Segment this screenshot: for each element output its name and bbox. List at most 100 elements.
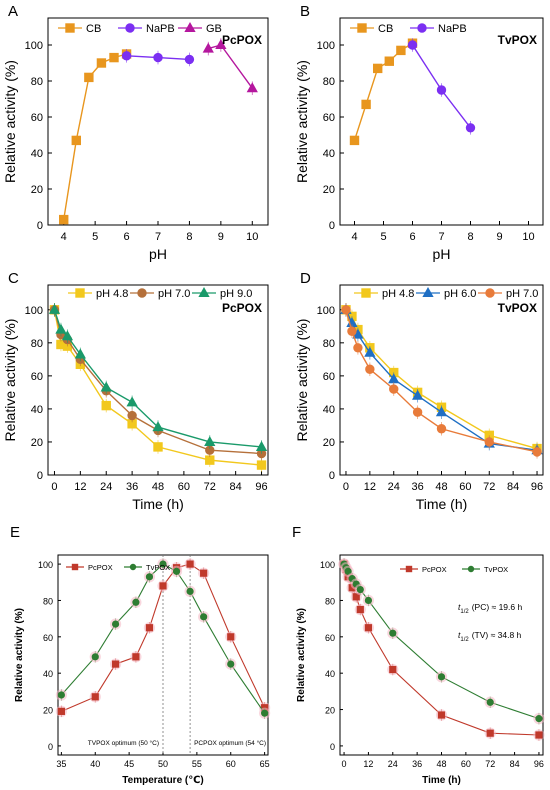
series-line xyxy=(208,44,253,89)
legend-marker xyxy=(198,287,210,298)
x-tick-label: 12 xyxy=(363,759,373,769)
y-tick-label: 100 xyxy=(38,560,53,570)
legend-marker xyxy=(137,288,147,298)
series-cb xyxy=(59,49,132,225)
y-tick-label: 0 xyxy=(330,742,335,752)
legend-label: TvPOX xyxy=(484,565,508,574)
y-tick-label: 80 xyxy=(31,338,43,350)
data-point xyxy=(57,691,65,699)
y-tick-label: 80 xyxy=(325,596,335,606)
x-axis-label: Time (h) xyxy=(132,496,184,512)
y-tick-label: 100 xyxy=(25,40,43,52)
x-tick-label: 4 xyxy=(61,231,67,243)
x-tick-label: 24 xyxy=(388,759,398,769)
data-point xyxy=(91,653,99,661)
x-tick-label: 72 xyxy=(483,481,495,493)
y-axis-label: Relative activity (%) xyxy=(294,60,310,183)
legend-marker xyxy=(405,565,413,573)
panel-annotation: TvPOX xyxy=(498,33,537,47)
x-axis-label: pH xyxy=(149,246,167,262)
x-tick-label: 45 xyxy=(124,759,134,769)
y-tick-label: 20 xyxy=(323,184,335,196)
legend-marker xyxy=(125,23,135,33)
data-point xyxy=(372,63,383,74)
y-tick-label: 80 xyxy=(323,76,335,88)
series-ph-4-8 xyxy=(49,302,267,472)
data-point xyxy=(109,52,119,63)
y-tick-label: 100 xyxy=(25,305,43,317)
series-pcpox xyxy=(55,558,271,718)
y-tick-label: 20 xyxy=(43,706,53,716)
data-point xyxy=(465,123,476,133)
x-tick-label: 48 xyxy=(152,481,164,493)
legend-marker xyxy=(71,563,79,571)
data-point xyxy=(215,39,227,50)
data-point xyxy=(384,56,395,66)
data-point xyxy=(389,665,397,674)
legend-label: TvPOX xyxy=(146,563,170,572)
t-symbol: t xyxy=(458,602,461,612)
x-tick-label: 0 xyxy=(51,481,57,493)
y-tick-label: 0 xyxy=(37,220,43,232)
data-point xyxy=(389,629,397,637)
data-point xyxy=(101,400,111,411)
legend: pH 4.8 pH 7.0 pH 9.0 xyxy=(68,287,252,300)
y-tick-label: 60 xyxy=(43,633,53,643)
series-line xyxy=(343,563,540,720)
optimum-annotation: TVPOX optimum (50 °C) xyxy=(88,739,159,747)
panel-annotation: TvPOX xyxy=(498,301,537,315)
y-tick-label: 80 xyxy=(43,596,53,606)
series-gb xyxy=(202,38,258,95)
data-point xyxy=(486,698,494,706)
data-point xyxy=(121,51,132,61)
x-tick-label: 84 xyxy=(230,481,242,493)
legend-label: pH 4.8 xyxy=(382,288,414,300)
data-point xyxy=(396,45,406,56)
x-tick-label: 48 xyxy=(435,481,447,493)
x-tick-label: 72 xyxy=(485,759,495,769)
y-tick-label: 20 xyxy=(31,184,43,196)
data-point xyxy=(204,435,216,447)
series-tvpox xyxy=(338,558,545,725)
panel-f: F 0 12 24 36 48 60 72 84 96 0 20 40 60 80 100 Time (h) Re… xyxy=(292,524,545,786)
y-axis-label: Relative activity (%) xyxy=(14,608,25,702)
data-point xyxy=(352,593,360,601)
y-tick-label: 20 xyxy=(325,706,335,716)
t-symbol: t xyxy=(458,630,461,640)
y-tick-label: 100 xyxy=(317,40,335,52)
data-point xyxy=(486,729,494,737)
plot-frame xyxy=(47,17,269,226)
half-life-value: (PC) ≈ 19.6 h xyxy=(472,602,523,612)
x-tick-label: 60 xyxy=(178,481,190,493)
panel-annotation: PcPOX xyxy=(222,33,262,47)
data-point xyxy=(159,582,167,590)
x-tick-label: 72 xyxy=(204,481,216,493)
subscript: 1/2 xyxy=(460,609,469,615)
y-tick-label: 60 xyxy=(31,112,43,124)
legend-marker xyxy=(467,565,475,573)
data-point xyxy=(184,54,195,65)
data-point xyxy=(411,389,424,400)
x-tick-label: 10 xyxy=(246,231,258,243)
x-tick-label: 8 xyxy=(467,231,473,243)
panel-annotation: PcPOX xyxy=(222,301,262,315)
y-tick-label: 0 xyxy=(329,220,335,232)
data-point xyxy=(91,693,99,701)
data-point xyxy=(344,567,352,575)
x-tick-label: 48 xyxy=(436,759,446,769)
data-point xyxy=(48,303,61,314)
legend-label: NaPB xyxy=(438,23,467,35)
legend-label: CB xyxy=(86,23,101,35)
y-tick-label: 80 xyxy=(323,338,335,350)
series-ph-7-0 xyxy=(341,302,542,459)
data-point xyxy=(341,305,351,315)
data-point xyxy=(100,381,112,392)
data-point xyxy=(356,605,364,614)
legend-marker xyxy=(129,563,137,571)
legend-label: GB xyxy=(206,23,222,35)
legend-marker xyxy=(184,22,196,33)
x-tick-label: 60 xyxy=(226,759,236,769)
x-tick-label: 4 xyxy=(351,231,357,243)
data-point xyxy=(61,330,74,341)
